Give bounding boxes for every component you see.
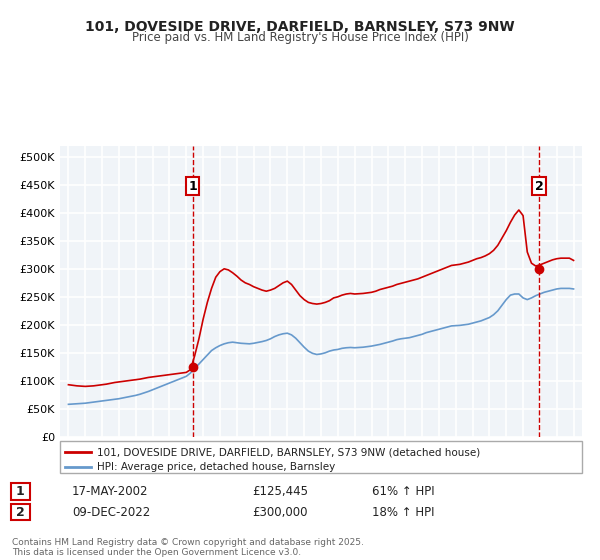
Text: 1: 1 [16,485,25,498]
Text: 17-MAY-2002: 17-MAY-2002 [72,485,149,498]
Text: 2: 2 [535,180,543,193]
Text: 101, DOVESIDE DRIVE, DARFIELD, BARNSLEY, S73 9NW (detached house): 101, DOVESIDE DRIVE, DARFIELD, BARNSLEY,… [97,447,480,457]
Text: £125,445: £125,445 [252,485,308,498]
FancyBboxPatch shape [60,441,582,473]
Text: 18% ↑ HPI: 18% ↑ HPI [372,506,434,519]
Text: 2: 2 [16,506,25,519]
Text: 61% ↑ HPI: 61% ↑ HPI [372,485,434,498]
Text: 101, DOVESIDE DRIVE, DARFIELD, BARNSLEY, S73 9NW: 101, DOVESIDE DRIVE, DARFIELD, BARNSLEY,… [85,20,515,34]
Text: 1: 1 [188,180,197,193]
Text: £300,000: £300,000 [252,506,308,519]
Text: HPI: Average price, detached house, Barnsley: HPI: Average price, detached house, Barn… [97,461,335,472]
Text: Contains HM Land Registry data © Crown copyright and database right 2025.
This d: Contains HM Land Registry data © Crown c… [12,538,364,557]
Text: 09-DEC-2022: 09-DEC-2022 [72,506,150,519]
Text: Price paid vs. HM Land Registry's House Price Index (HPI): Price paid vs. HM Land Registry's House … [131,31,469,44]
